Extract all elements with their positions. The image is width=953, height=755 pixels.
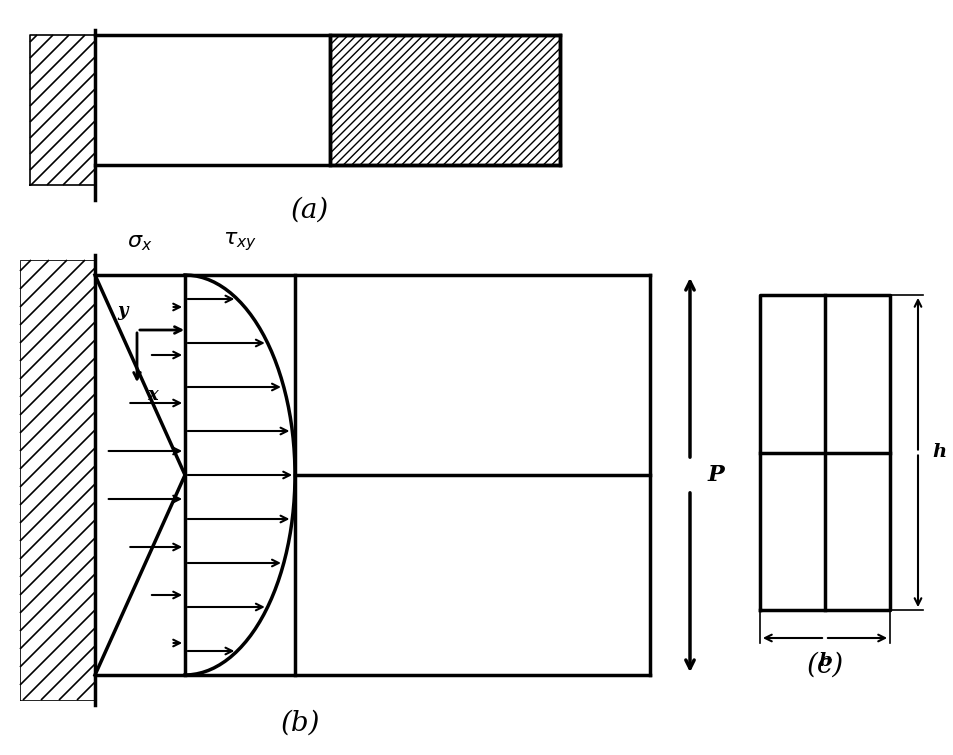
Text: $\tau_{xy}$: $\tau_{xy}$	[223, 230, 256, 253]
Text: x: x	[147, 386, 157, 404]
Text: $\sigma_x$: $\sigma_x$	[127, 233, 152, 253]
Text: (a): (a)	[291, 196, 329, 223]
Text: P: P	[707, 464, 724, 486]
Text: (b): (b)	[280, 710, 319, 736]
Text: h: h	[931, 443, 945, 461]
Text: (c): (c)	[805, 652, 842, 679]
Text: b: b	[818, 652, 831, 670]
Text: y: y	[117, 302, 128, 320]
